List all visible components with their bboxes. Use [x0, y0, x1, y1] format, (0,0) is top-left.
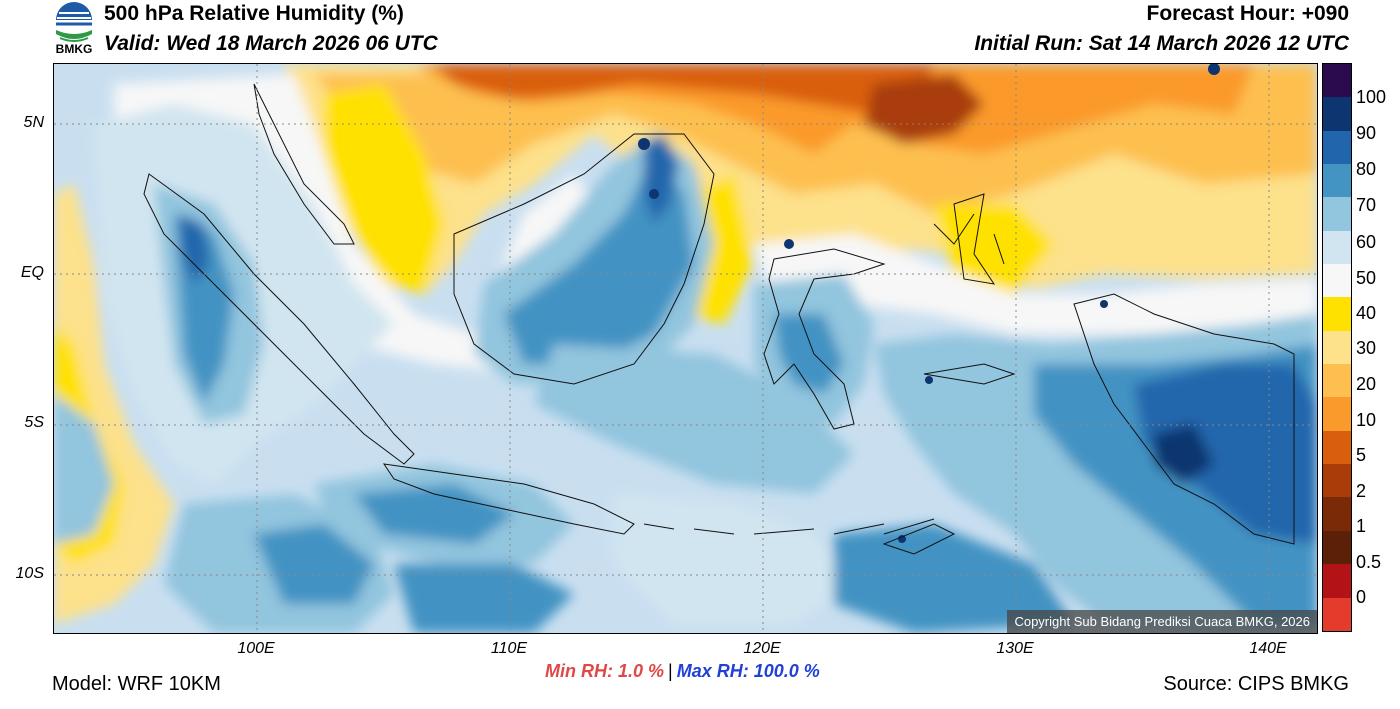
colorbar-label: 5: [1356, 445, 1367, 465]
colorbar-swatch: [1323, 464, 1351, 498]
colorbar-swatch: [1323, 64, 1351, 98]
min-rh: Min RH: 1.0 %: [545, 661, 665, 681]
source-label: Source: CIPS BMKG: [1163, 673, 1349, 695]
colorbar-swatch: [1323, 130, 1351, 165]
colorbar: [1322, 63, 1352, 632]
colorbar-swatch: [1323, 364, 1351, 398]
lon-label-120e: 120E: [743, 640, 781, 657]
colorbar-label: 0.5: [1356, 552, 1382, 572]
logo-text: BMKG: [55, 42, 93, 56]
colorbar-label: 30: [1356, 338, 1377, 358]
copyright-notice: Copyright Sub Bidang Prediksi Cuaca BMKG…: [1007, 610, 1317, 633]
stats-separator: |: [668, 661, 673, 681]
colorbar-swatch: [1323, 197, 1351, 231]
colorbar-label: 60: [1356, 232, 1377, 252]
model-label: Model: WRF 10KM: [52, 673, 221, 695]
bmkg-logo: BMKG: [50, 2, 98, 58]
colorbar-label: 0: [1356, 587, 1367, 607]
max-rh: Max RH: 100.0 %: [676, 661, 820, 681]
lon-label-130e: 130E: [996, 640, 1034, 657]
lat-label-5s: 5S: [24, 414, 44, 431]
colorbar-swatch: [1323, 264, 1351, 298]
colorbar-label: 80: [1356, 159, 1377, 179]
lat-label-10s: 10S: [15, 565, 44, 582]
humidity-map: Copyright Sub Bidang Prediksi Cuaca BMKG…: [53, 63, 1318, 634]
lat-label-eq: EQ: [20, 264, 44, 281]
chart-title: 500 hPa Relative Humidity (%): [104, 2, 404, 25]
forecast-hour: Forecast Hour: +090: [1146, 2, 1350, 25]
colorbar-label: 70: [1356, 195, 1377, 215]
lon-label-110e: 110E: [490, 640, 528, 657]
colorbar-label: 1: [1356, 516, 1367, 536]
colorbar-swatch: [1323, 164, 1351, 198]
colorbar-label: 10: [1356, 410, 1377, 430]
lon-label-140e: 140E: [1249, 640, 1287, 657]
colorbar-label: 20: [1356, 374, 1377, 394]
humidity-field: [54, 64, 1317, 633]
colorbar-label: 90: [1356, 123, 1377, 143]
colorbar-label: 40: [1356, 303, 1377, 323]
lon-label-100e: 100E: [237, 640, 275, 657]
colorbar-swatch: [1323, 330, 1351, 365]
colorbar-label: 100: [1356, 87, 1387, 107]
initial-run: Initial Run: Sat 14 March 2026 12 UTC: [974, 32, 1349, 55]
colorbar-swatch: [1323, 297, 1351, 331]
colorbar-swatch: [1323, 530, 1351, 565]
colorbar-swatch: [1323, 497, 1351, 531]
colorbar-swatch: [1323, 397, 1351, 431]
valid-time: Valid: Wed 18 March 2026 06 UTC: [104, 32, 438, 55]
colorbar-swatch: [1323, 97, 1351, 131]
colorbar-label: 2: [1356, 481, 1367, 501]
colorbar-label: 50: [1356, 268, 1377, 288]
colorbar-swatch: [1323, 597, 1351, 631]
colorbar-swatch: [1323, 564, 1351, 598]
bmkg-emblem-icon: [56, 2, 92, 42]
colorbar-swatch: [1323, 430, 1351, 465]
lat-label-5n: 5N: [23, 114, 44, 131]
rh-stats: Min RH: 1.0 % | Max RH: 100.0 %: [545, 661, 820, 682]
colorbar-swatch: [1323, 230, 1351, 265]
